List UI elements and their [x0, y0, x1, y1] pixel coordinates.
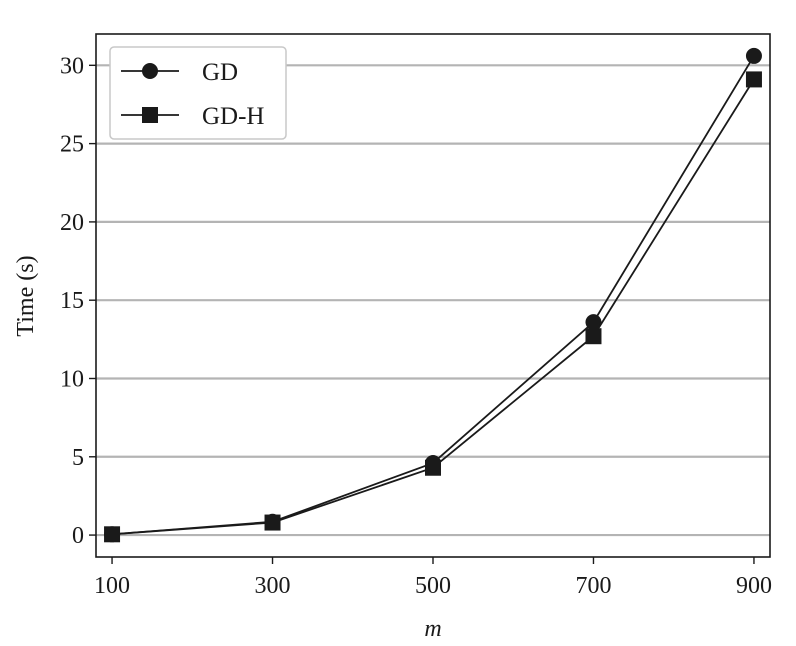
y-tick-label: 30	[60, 53, 84, 79]
x-tick-label: 900	[736, 573, 772, 599]
data-point	[104, 526, 121, 543]
legend-marker-square	[142, 107, 158, 123]
data-point	[425, 459, 441, 476]
y-tick-label: 10	[60, 366, 84, 392]
x-tick-label: 500	[415, 573, 451, 599]
data-point	[585, 328, 602, 345]
legend-item-gd: GD	[121, 59, 238, 86]
legend-marker-circle	[142, 63, 158, 79]
data-point	[745, 71, 762, 88]
legend-item-gd-h: GD-H	[121, 103, 265, 130]
y-tick-label: 20	[60, 210, 84, 236]
data-point	[585, 314, 602, 331]
data-point	[264, 514, 281, 531]
series-gd-h	[104, 71, 762, 543]
legend-label: GD	[202, 59, 238, 86]
y-tick-label: 25	[60, 132, 84, 158]
data-point	[745, 47, 762, 64]
x-tick-label: 100	[94, 573, 130, 599]
y-tick-label: 0	[72, 523, 84, 549]
x-tick-label: 700	[575, 573, 611, 599]
x-axis-title: m	[424, 616, 441, 642]
y-axis-title: Time (s)	[13, 255, 39, 336]
legend-label: GD-H	[202, 103, 265, 130]
data-series	[104, 47, 762, 543]
x-tick-label: 300	[255, 573, 291, 599]
axis-ticks: 0 5 10 15 20 25 30 100 300 500 700 900	[60, 53, 772, 599]
y-tick-label: 5	[72, 445, 84, 471]
y-tick-label: 15	[60, 288, 84, 314]
legend: GD GD-H	[109, 46, 287, 140]
